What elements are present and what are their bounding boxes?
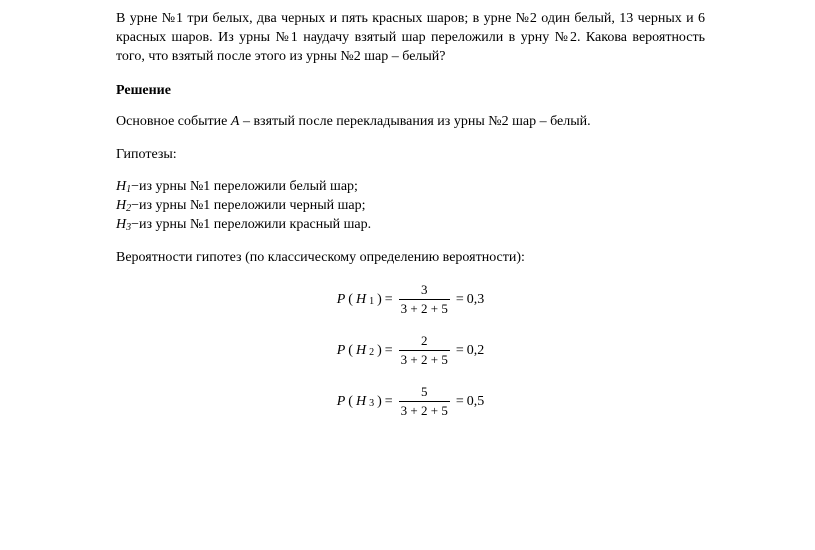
lhs-H: H — [356, 343, 366, 359]
hyp-idx: 2 — [126, 202, 131, 216]
hyp-dash: − — [131, 197, 139, 216]
frac-den: 3 + 2 + 5 — [399, 401, 450, 419]
lhs-close: ) — [377, 343, 382, 359]
lhs-idx: 2 — [369, 347, 374, 358]
formula-result: 0,2 — [467, 343, 485, 359]
eq-sign: = — [385, 343, 393, 359]
lhs-H: H — [356, 292, 366, 308]
lhs-close: ) — [377, 292, 382, 308]
formula-row: P(H2) = 2 3 + 2 + 5 = 0,2 — [337, 333, 485, 368]
lhs-P: P — [337, 343, 346, 359]
prob-classical-label: Вероятности гипотез (по классическому оп… — [116, 249, 705, 268]
frac-num: 2 — [419, 333, 430, 350]
lhs-H: H — [356, 394, 366, 410]
hyp-idx: 1 — [126, 183, 131, 197]
main-event-para: Основное событие A – взятый после перекл… — [116, 113, 705, 132]
hyp-idx: 3 — [126, 221, 131, 235]
eq-sign: = — [385, 394, 393, 410]
lhs-P: P — [337, 292, 346, 308]
problem-statement: В урне №1 три белых, два черных и пять к… — [116, 10, 705, 67]
main-event-pre: Основное событие — [116, 114, 231, 129]
lhs-P: P — [337, 394, 346, 410]
lhs-idx: 1 — [369, 296, 374, 307]
formula-result: 0,5 — [467, 394, 485, 410]
hyp-var: H — [116, 197, 126, 216]
hypothesis-line: H3 − из урны №1 переложили красный шар. — [116, 216, 705, 235]
hyp-dash: − — [131, 178, 139, 197]
main-event-post: – взятый после перекладывания из урны №2… — [239, 114, 590, 129]
lhs-close: ) — [377, 394, 382, 410]
eq-sign: = — [456, 394, 464, 410]
hyp-dash: − — [131, 216, 139, 235]
formula-row: P(H3) = 5 3 + 2 + 5 = 0,5 — [337, 384, 485, 419]
hypotheses-label: Гипотезы: — [116, 146, 705, 165]
fraction: 3 3 + 2 + 5 — [399, 282, 450, 317]
hyp-text: из урны №1 переложили белый шар; — [139, 178, 358, 197]
fraction: 2 3 + 2 + 5 — [399, 333, 450, 368]
solution-heading: Решение — [116, 83, 705, 99]
hypothesis-line: H2 − из урны №1 переложили черный шар; — [116, 197, 705, 216]
lhs-open: ( — [348, 292, 353, 308]
hyp-text: из урны №1 переложили красный шар. — [139, 216, 371, 235]
formula-row: P(H1) = 3 3 + 2 + 5 = 0,3 — [337, 282, 485, 317]
frac-den: 3 + 2 + 5 — [399, 350, 450, 368]
formula-result: 0,3 — [467, 292, 485, 308]
eq-sign: = — [456, 343, 464, 359]
lhs-idx: 3 — [369, 398, 374, 409]
hyp-var: H — [116, 178, 126, 197]
hypotheses-list: H1 − из урны №1 переложили белый шар; H2… — [116, 178, 705, 235]
lhs-open: ( — [348, 394, 353, 410]
hyp-var: H — [116, 216, 126, 235]
hyp-text: из урны №1 переложили черный шар; — [139, 197, 366, 216]
formula-block: P(H1) = 3 3 + 2 + 5 = 0,3 P(H2) = 2 3 + … — [116, 282, 705, 419]
frac-num: 5 — [419, 384, 430, 401]
eq-sign: = — [456, 292, 464, 308]
hypothesis-line: H1 − из урны №1 переложили белый шар; — [116, 178, 705, 197]
frac-den: 3 + 2 + 5 — [399, 299, 450, 317]
frac-num: 3 — [419, 282, 430, 299]
eq-sign: = — [385, 292, 393, 308]
lhs-open: ( — [348, 343, 353, 359]
fraction: 5 3 + 2 + 5 — [399, 384, 450, 419]
